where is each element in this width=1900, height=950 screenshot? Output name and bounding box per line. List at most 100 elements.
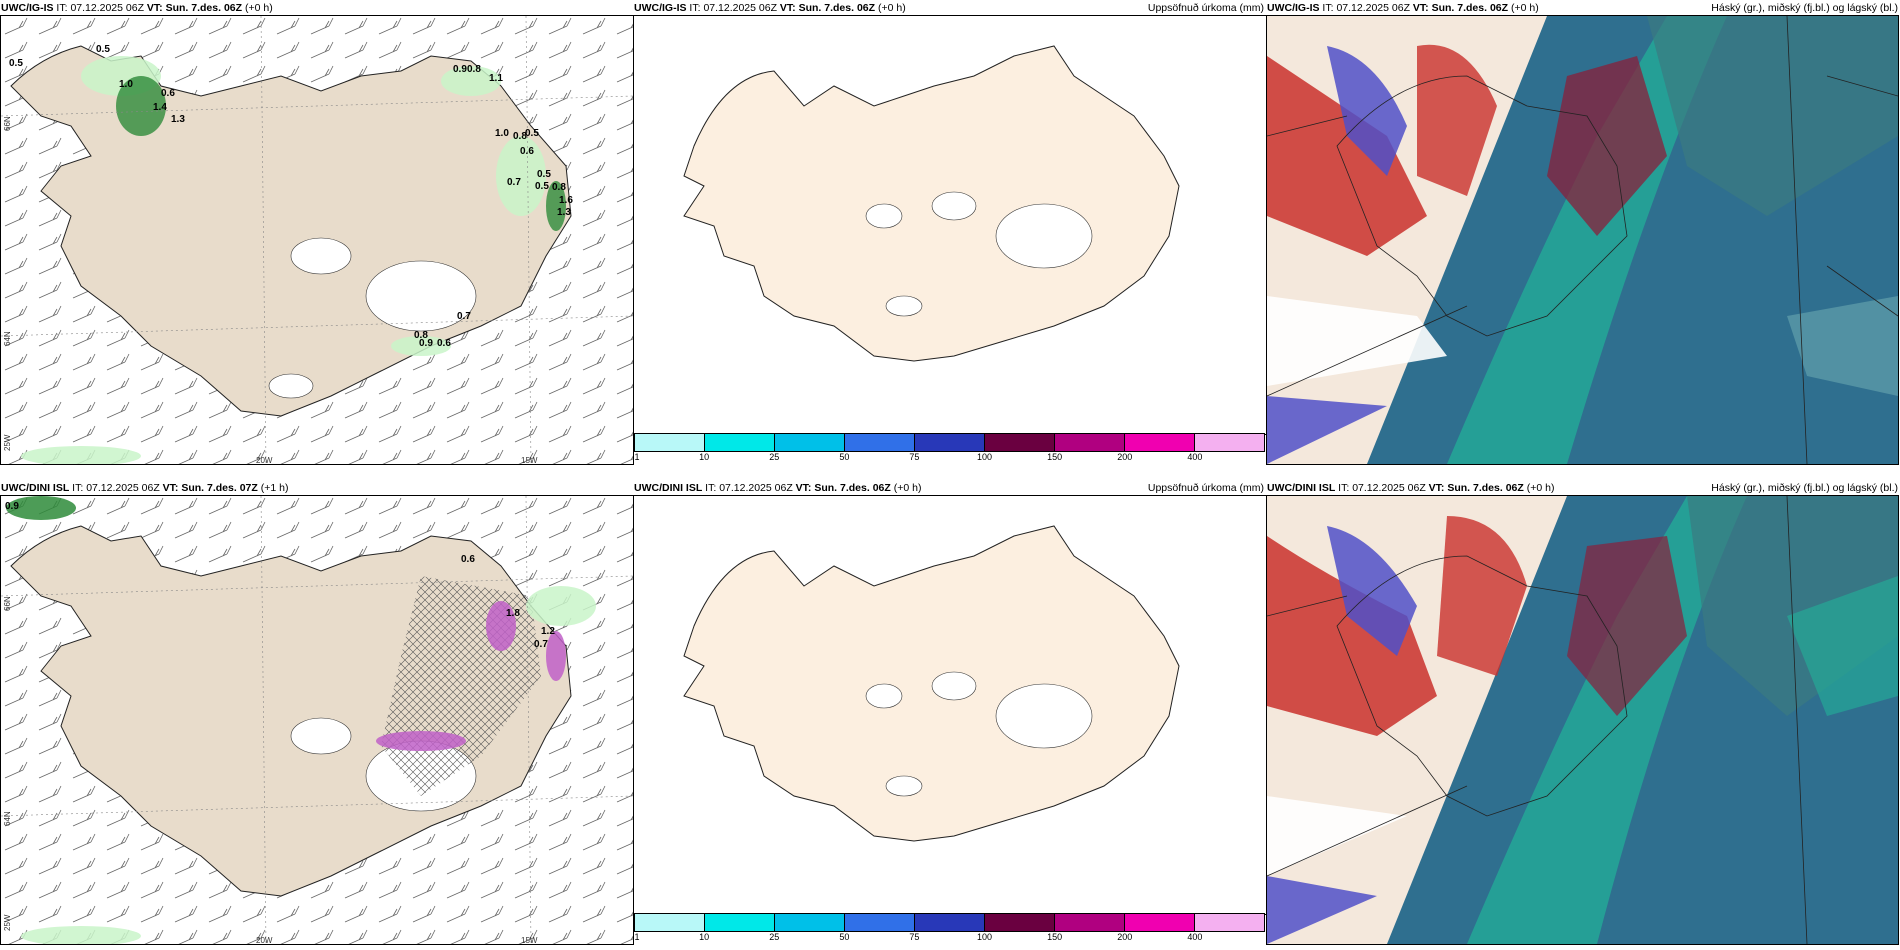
colorbar-swatch [1055, 434, 1125, 451]
value-label: 0.9 [453, 64, 467, 75]
colorbar-label: 200 [1117, 452, 1133, 462]
colorbar-swatch [1195, 434, 1264, 451]
glacier-langjokull [931, 191, 977, 221]
colorbar-label: 150 [1047, 452, 1063, 462]
colorbar-label: 10 [699, 452, 710, 462]
colorbar-label: 1 [634, 452, 640, 462]
lat-label-64n: 64N [3, 811, 12, 826]
glacier-langjokull [290, 717, 352, 755]
glacier-myrdalsjokull [885, 295, 923, 317]
panel-title: UWC/DINI ISL IT: 07.12.2025 06Z VT: Sun.… [634, 482, 922, 494]
cloud-clear-area [1267, 296, 1447, 386]
precip-colorbar [634, 433, 1265, 452]
lon-label-15w: 15W [521, 936, 538, 945]
value-label: 0.9 [419, 338, 433, 349]
iceland-coastline [1336, 555, 1628, 817]
value-label: 0.9 [5, 501, 19, 512]
lon-label-25w: 25W [3, 914, 12, 931]
panel-clouds-ig: UWC/IG-IS IT: 07.12.2025 06Z VT: Sun. 7.… [1266, 0, 1900, 470]
lon-label-15w: 15W [521, 456, 538, 465]
value-label: 1.3 [171, 114, 185, 125]
colorbar-swatch [985, 914, 1055, 931]
precip-area [391, 336, 451, 356]
graticule [1267, 496, 1808, 944]
colorbar-label: 400 [1187, 452, 1203, 462]
lon-label-20w: 20W [256, 936, 273, 945]
colorbar-label: 25 [769, 932, 780, 942]
lat-label-64n: 64N [3, 331, 12, 346]
panel-title: UWC/DINI ISL IT: 07.12.2025 06Z VT: Sun.… [1267, 482, 1555, 494]
glacier-hofsjokull [865, 683, 903, 709]
colorbar-swatch [915, 914, 985, 931]
precip-area [496, 136, 546, 216]
value-label: 1.6 [559, 195, 573, 206]
panel-title: UWC/IG-IS IT: 07.12.2025 06Z VT: Sun. 7.… [1, 2, 273, 14]
map-wind-precip[interactable]: 0.5 0.5 1.0 0.6 1.4 1.3 0.9 0.8 1.1 1.0 … [0, 15, 634, 465]
iceland-landmass [683, 525, 1180, 842]
iceland-map-accum [683, 525, 1180, 842]
colorbar-label: 100 [977, 932, 993, 942]
colorbar-label: 200 [1117, 932, 1133, 942]
value-label: 0.7 [507, 177, 521, 188]
cloud-blue-area [1267, 876, 1377, 944]
colorbar-swatch [1125, 914, 1195, 931]
glacier-langjokull [931, 671, 977, 701]
iceland-map-wind [1, 496, 633, 944]
colorbar-swatch [1195, 914, 1264, 931]
value-label: 0.5 [96, 44, 110, 55]
map-accum-precip[interactable] [633, 495, 1267, 915]
snow-heavy-area [376, 731, 466, 751]
iceland-landmass [683, 45, 1180, 362]
cloud-blue-area [1267, 396, 1387, 464]
panel-title: UWC/IG-IS IT: 07.12.2025 06Z VT: Sun. 7.… [1267, 2, 1539, 14]
precip-area [441, 66, 501, 96]
value-label: 1.4 [153, 102, 167, 113]
colorbar-swatch [775, 434, 845, 451]
map-accum-precip[interactable] [633, 15, 1267, 435]
value-label: 0.7 [534, 639, 548, 650]
colorbar-label: 100 [977, 452, 993, 462]
cloud-low-area [1647, 16, 1898, 216]
cloud-cover-map [1267, 496, 1898, 944]
panel-title: UWC/IG-IS IT: 07.12.2025 06Z VT: Sun. 7.… [634, 2, 906, 14]
value-label: 0.6 [161, 88, 175, 99]
precip-area [526, 586, 596, 626]
precip-area [21, 446, 141, 464]
colorbar-swatch [1125, 434, 1195, 451]
colorbar-swatch [845, 434, 915, 451]
value-label: 1.1 [489, 73, 503, 84]
precip-heavy-area [116, 76, 166, 136]
value-label: 1.8 [506, 608, 520, 619]
value-label: 1.0 [119, 79, 133, 90]
cloud-dark-red-area [1547, 56, 1667, 236]
field-title: Háský (gr.), miðský (fj.bl.) og lágský (… [1711, 482, 1898, 494]
glacier-langjokull [290, 237, 352, 275]
iceland-map-accum [683, 45, 1180, 362]
value-label: 0.5 [537, 169, 551, 180]
colorbar-swatch [635, 434, 705, 451]
colorbar-swatch [1055, 914, 1125, 931]
glacier-myrdalsjokull [268, 373, 314, 399]
panel-clouds-dini: UWC/DINI ISL IT: 07.12.2025 06Z VT: Sun.… [1266, 480, 1900, 950]
map-clouds[interactable] [1266, 15, 1899, 465]
cloud-clear-area [1267, 796, 1407, 876]
value-label: 0.8 [467, 64, 481, 75]
colorbar-label: 10 [699, 932, 710, 942]
iceland-coastline [1336, 75, 1628, 337]
colorbar-swatch [635, 914, 705, 931]
graticule [1267, 16, 1898, 464]
glacier-vatnajokull [995, 683, 1093, 749]
graticule [1, 496, 633, 944]
colorbar-label: 50 [839, 932, 850, 942]
map-wind-precip[interactable]: 0.9 0.6 1.8 1.2 0.7 20W 15W 66N 64N 25W [0, 495, 634, 945]
colorbar-label: 150 [1047, 932, 1063, 942]
glacier-hofsjokull [865, 203, 903, 229]
colorbar-label: 25 [769, 452, 780, 462]
value-label: 0.8 [552, 182, 566, 193]
value-label: 1.2 [541, 626, 555, 637]
cloud-blue-area [1327, 46, 1407, 176]
snow-heavy-area [546, 631, 566, 681]
map-clouds[interactable] [1266, 495, 1899, 945]
graticule [1, 16, 633, 464]
precip-heavy-area [6, 496, 76, 520]
